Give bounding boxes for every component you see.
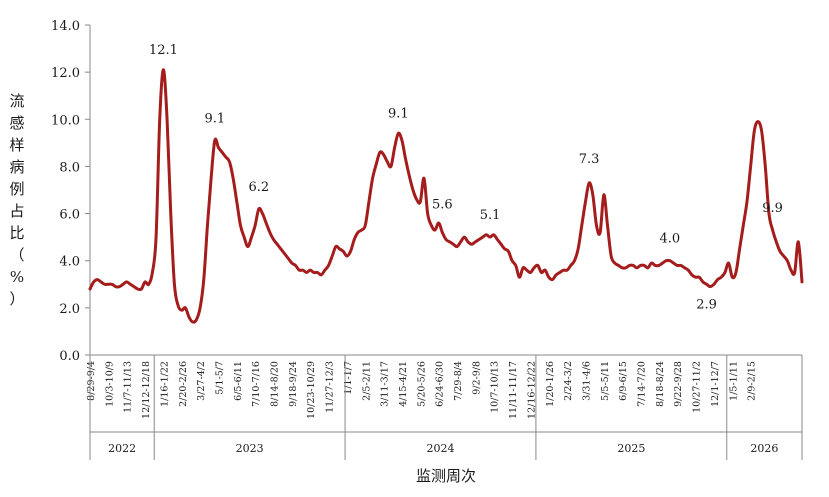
x-axis-title: 监测周次 [416,467,476,485]
year-label: 2026 [750,442,778,455]
x-tick-label: 3/11-3/17 [380,361,391,407]
x-tick-label: 1/1-1/7 [343,361,354,395]
x-tick-label: 4/15-4/21 [398,361,409,407]
x-tick-label: 11/11-11/17 [508,361,519,419]
x-tick-label: 10/3-10/9 [104,361,115,407]
y-axis-label-char: （ [9,246,24,264]
x-tick-label: 2/5-2/11 [361,361,372,401]
y-axis-label-char: % [10,268,24,286]
y-axis-label-char: 感 [9,114,24,132]
data-labels: 12.1 9.1 6.2 9.1 5.6 5.1 7.3 4.0 2.9 9.9 3.1 [149,0,823,312]
y-tick-label: 12.0 [51,66,80,81]
y-tick-label: 6.0 [59,208,80,223]
y-axis-label-char: 比 [9,224,24,242]
data-label: 3.1 [803,0,824,4]
y-axis-label-char: 病 [9,158,24,176]
year-label: 2023 [236,442,264,455]
x-tick-label: 1/5-1/11 [728,361,739,401]
x-tick-label: 3/31-4/6 [581,361,592,401]
x-tick-label: 7/14-7/20 [637,361,648,407]
x-tick-label: 9/22-9/28 [673,361,684,407]
data-label: 5.1 [480,208,501,223]
y-tick-label: 2.0 [59,302,80,317]
y-tick-label: 10.0 [51,113,80,128]
data-label: 4.0 [660,232,681,247]
x-tick-label: 3/27-4/2 [196,361,207,401]
y-tick-label: 8.0 [59,160,80,175]
x-tick-label: 9/18-9/24 [288,361,299,407]
x-tick-label: 10/7-10/13 [490,361,501,413]
year-label: 2025 [617,442,645,455]
data-label: 6.2 [248,180,269,195]
x-tick-label: 5/5-5/11 [600,361,611,401]
year-label: 2022 [108,442,136,455]
data-label: 9.1 [388,106,409,121]
data-label: 2.9 [696,297,717,312]
x-tick-label: 2/20-2/26 [178,361,189,407]
x-tick-label: 1/20-1/26 [545,361,556,407]
y-axis: 0.0 2.0 4.0 6.0 8.0 10.0 12.0 14.0 [51,19,91,364]
y-axis-label-char: 样 [9,136,24,154]
year-band: 2022 2023 2024 2025 2026 [89,355,803,460]
x-tick-label: 5/1-5/7 [214,361,225,395]
x-tick-label: 6/9-6/15 [618,361,629,401]
x-tick-label: 1/16-1/22 [159,361,170,407]
x-tick-labels: 8/29-9/4 10/3-10/9 11/7-11/13 12/12-12/18 1/… [86,361,758,419]
x-tick-label: 6/24-6/30 [435,361,446,407]
y-tick-label: 4.0 [59,255,80,270]
x-tick-label: 7/29-8/4 [453,361,464,401]
x-tick-label: 2/24-3/2 [563,361,574,401]
x-tick-label: 10/23-10/29 [306,361,317,419]
x-tick-label: 11/27-12/3 [325,361,336,413]
x-tick-label: 5/20-5/26 [416,361,427,407]
data-label: 12.1 [149,43,178,58]
y-axis-label-char: ） [9,290,24,308]
y-tick-label: 14.0 [51,19,80,34]
y-tick-label: 0.0 [59,349,80,364]
series-line [88,68,804,324]
x-tick-label: 12/12-12/18 [141,361,152,419]
y-axis-label-char: 占 [9,202,24,220]
x-tick-label: 2/9-2/15 [747,361,758,401]
x-tick-label: 9/2-9/8 [471,361,482,395]
x-tick-label: 11/7-11/13 [123,361,134,413]
data-label: 7.3 [579,152,600,167]
year-label: 2024 [426,442,454,455]
data-label: 9.9 [762,201,783,216]
x-tick-label: 10/27-11/2 [692,361,703,413]
x-tick-label: 8/29-9/4 [86,361,97,401]
x-tick-label: 7/10-7/16 [251,361,262,407]
data-label: 5.6 [432,197,453,212]
x-tick-label: 12/16-12/22 [526,361,537,419]
x-tick-label: 8/18-8/24 [655,361,666,407]
x-tick-label: 8/14-8/20 [270,361,281,407]
y-axis-label-char: 例 [9,180,24,198]
x-tick-label: 12/1-12/7 [710,361,721,407]
x-tick-label: 6/5-6/11 [233,361,244,401]
y-axis-label-char: 流 [9,92,24,110]
data-label: 9.1 [204,112,225,127]
